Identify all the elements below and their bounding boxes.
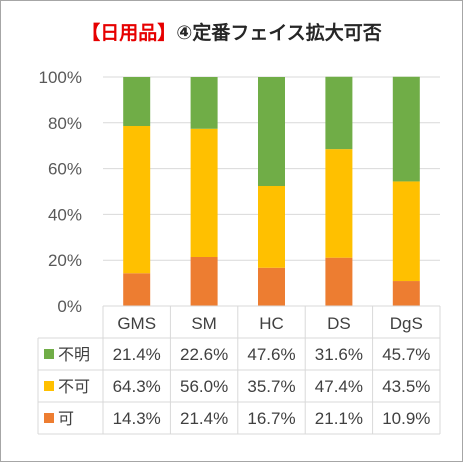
bar-segment <box>392 76 420 182</box>
data-label: 21.4% <box>113 345 161 364</box>
legend-key <box>44 349 54 359</box>
legend-key <box>44 381 54 391</box>
chart-title-main: ④定番フェイス拡大可否 <box>176 22 382 44</box>
data-label: 56.0% <box>180 377 228 396</box>
y-tick-label: 20% <box>48 251 82 270</box>
category-label: SM <box>191 314 217 333</box>
legend-label: 不可 <box>58 377 90 396</box>
y-tick-label: 80% <box>48 114 82 133</box>
data-label: 10.9% <box>382 409 430 428</box>
data-label: 45.7% <box>382 345 430 364</box>
legend-key <box>44 413 54 423</box>
data-label: 47.6% <box>247 345 295 364</box>
bar-segment <box>123 126 151 274</box>
data-label: 22.6% <box>180 345 228 364</box>
data-label: 43.5% <box>382 377 430 396</box>
bar-segment <box>325 257 353 306</box>
data-label: 21.4% <box>180 409 228 428</box>
bar-segment <box>258 186 285 268</box>
bar-segment <box>123 77 151 127</box>
bar-segment <box>190 128 218 257</box>
bar-segment <box>190 256 218 306</box>
category-label: GMS <box>117 314 156 333</box>
data-label: 16.7% <box>247 409 295 428</box>
chart-title: 【日用品】④定番フェイス拡大可否 <box>0 18 463 45</box>
y-tick-label: 40% <box>48 205 82 224</box>
y-tick-label: 100% <box>39 68 82 87</box>
category-label: DgS <box>390 314 423 333</box>
chart-title-tag: 【日用品】 <box>81 22 177 44</box>
data-label: 31.6% <box>315 345 363 364</box>
data-label: 35.7% <box>247 377 295 396</box>
data-label: 47.4% <box>315 377 363 396</box>
legend-label: 不明 <box>58 345 90 364</box>
data-label: 21.1% <box>315 409 363 428</box>
category-label: HC <box>259 314 284 333</box>
bar-segment <box>123 273 151 306</box>
bar-segment <box>392 281 420 306</box>
bar-segment <box>258 77 285 187</box>
legend-label: 可 <box>58 409 74 428</box>
bar-segment <box>325 149 353 258</box>
bar-segment <box>392 181 420 282</box>
y-tick-label: 60% <box>48 160 82 179</box>
y-tick-label: 0% <box>57 297 82 316</box>
bar-segment <box>325 76 353 150</box>
bar-segment <box>258 267 285 306</box>
category-label: DS <box>327 314 351 333</box>
data-label: 14.3% <box>113 409 161 428</box>
bar-segment <box>190 77 218 129</box>
data-label: 64.3% <box>113 377 161 396</box>
